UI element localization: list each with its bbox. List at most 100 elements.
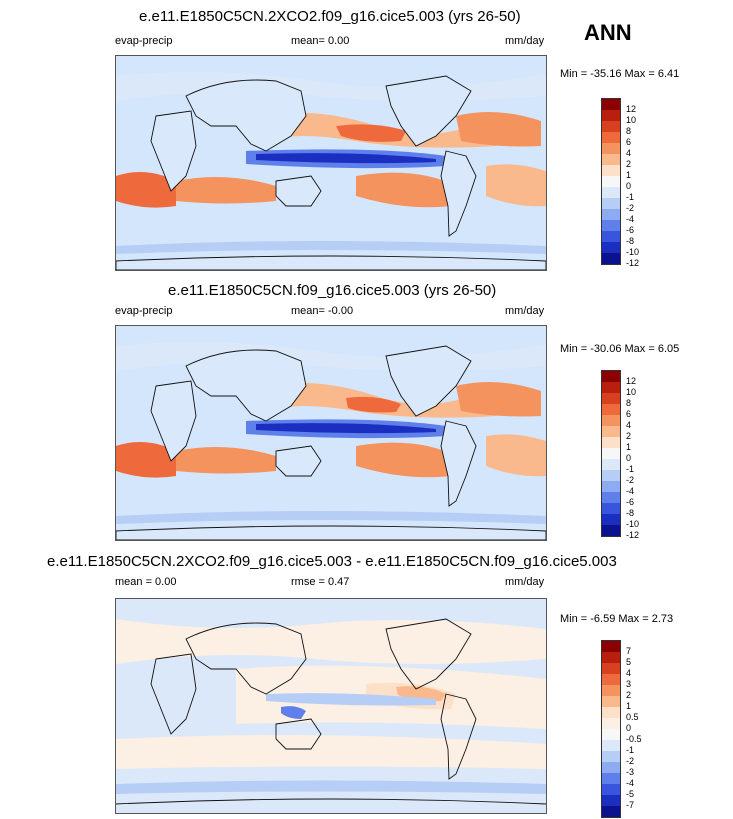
colorbar-tick-label: 4 [626, 668, 632, 678]
colorbar-swatch [602, 470, 620, 481]
colorbar-tick-label: 6 [626, 409, 632, 419]
colorbar-tick-label: 7 [626, 646, 632, 656]
colorbar-tick-label: 2 [626, 431, 632, 441]
colorbar-swatch [602, 674, 620, 685]
colorbar-tick-label: 0.5 [626, 712, 639, 722]
colorbar-tick-label: -3 [626, 767, 635, 777]
colorbar-swatch [602, 641, 620, 652]
colorbar-swatch [602, 685, 620, 696]
colorbar-swatch [602, 795, 620, 806]
colorbar-swatch [602, 525, 620, 536]
colorbar-tick-label: 1 [626, 170, 632, 180]
colorbar-tick-label: -6 [626, 497, 635, 507]
colorbar-tick-label: -0.5 [626, 734, 642, 744]
panel-1-coastlines [116, 75, 546, 270]
colorbar-swatch [602, 784, 620, 795]
colorbar-tick-label: -2 [626, 203, 635, 213]
colorbar-tick-label: 5 [626, 657, 632, 667]
panel-1-mean-label: mean= 0.00 [291, 35, 350, 47]
panel-1-colorbar [601, 98, 621, 265]
colorbar-swatch [602, 751, 620, 762]
panel-3-title: e.e11.E1850C5CN.2XCO2.f09_g16.cice5.003 … [47, 553, 617, 570]
colorbar-swatch [602, 209, 620, 220]
colorbar-swatch [602, 426, 620, 437]
colorbar-swatch [602, 514, 620, 525]
colorbar-swatch [602, 231, 620, 242]
colorbar-swatch [602, 707, 620, 718]
colorbar-tick-label: 12 [626, 376, 637, 386]
panel-2-title: e.e11.E1850C5CN.f09_g16.cice5.003 (yrs 2… [168, 282, 497, 299]
panel-2-colorbar [601, 370, 621, 537]
colorbar-tick-label: 0 [626, 453, 632, 463]
colorbar-tick-label: -10 [626, 519, 640, 529]
season-label: ANN [584, 20, 632, 45]
colorbar-swatch [602, 110, 620, 121]
panel-1-variable-label: evap-precip [115, 35, 173, 47]
colorbar-tick-label: -2 [626, 475, 635, 485]
colorbar-swatch [602, 99, 620, 110]
panel-2-units-label: mm/day [505, 305, 545, 317]
colorbar-swatch [602, 198, 620, 209]
colorbar-tick-label: -4 [626, 778, 635, 788]
colorbar-swatch [602, 696, 620, 707]
colorbar-tick-label: -12 [626, 258, 640, 268]
colorbar-tick-label: 0 [626, 181, 632, 191]
colorbar-tick-label: 4 [626, 420, 632, 430]
colorbar-swatch [602, 143, 620, 154]
colorbar-swatch [602, 729, 620, 740]
colorbar-swatch [602, 448, 620, 459]
colorbar-tick-label: -7 [626, 800, 635, 810]
colorbar-swatch [602, 176, 620, 187]
colorbar-swatch [602, 740, 620, 751]
colorbar-swatch [602, 393, 620, 404]
panel-3-map [115, 598, 547, 814]
colorbar-swatch [602, 132, 620, 143]
colorbar-swatch [602, 718, 620, 729]
panel-3-units-label: mm/day [505, 576, 545, 588]
colorbar-tick-label: 6 [626, 137, 632, 147]
colorbar-swatch [602, 663, 620, 674]
colorbar-swatch [602, 503, 620, 514]
colorbar-swatch [602, 492, 620, 503]
colorbar-tick-label: 4 [626, 148, 632, 158]
panel-3-rmse-label: rmse = 0.47 [291, 576, 350, 588]
panel-3-mean-label: mean = 0.00 [115, 576, 177, 588]
colorbar-tick-label: 2 [626, 690, 632, 700]
colorbar-tick-label: 10 [626, 115, 637, 125]
colorbar-swatch [602, 371, 620, 382]
panel-3-minmax: Min = -6.59 Max = 2.73 [560, 613, 674, 625]
panel-1-contours [116, 56, 546, 270]
colorbar-tick-label: -5 [626, 789, 635, 799]
panel-2-map [115, 325, 547, 541]
colorbar-swatch [602, 220, 620, 231]
colorbar-tick-label: -1 [626, 745, 635, 755]
colorbar-tick-label: -2 [626, 756, 635, 766]
colorbar-tick-label: -8 [626, 508, 635, 518]
colorbar-swatch [602, 253, 620, 264]
colorbar-tick-label: 2 [626, 159, 632, 169]
colorbar-tick-label: 1 [626, 442, 632, 452]
colorbar-tick-label: 8 [626, 398, 632, 408]
colorbar-swatch [602, 652, 620, 663]
colorbar-tick-label: 12 [626, 104, 637, 114]
colorbar-tick-label: -12 [626, 530, 640, 540]
panel-2-variable-label: evap-precip [115, 305, 173, 317]
panel-3-coastlines [116, 618, 546, 805]
colorbar-tick-label: 8 [626, 126, 632, 136]
colorbar-tick-label: -10 [626, 247, 640, 257]
panel-3-contours [116, 599, 546, 813]
colorbar-swatch [602, 773, 620, 784]
colorbar-tick-label: 1 [626, 701, 632, 711]
panel-1-map [115, 55, 547, 271]
colorbar-tick-label: -1 [626, 192, 635, 202]
colorbar-tick-label: -8 [626, 236, 635, 246]
colorbar-swatch [602, 121, 620, 132]
colorbar-tick-label: 3 [626, 679, 632, 689]
panel-2-mean-label: mean= -0.00 [291, 305, 354, 317]
panel-1-units-label: mm/day [505, 35, 545, 47]
panel-1-title: e.e11.E1850C5CN.2XCO2.f09_g16.cice5.003 … [139, 8, 521, 25]
colorbar-tick-label: 10 [626, 387, 637, 397]
colorbar-tick-label: -6 [626, 225, 635, 235]
colorbar-tick-label: -1 [626, 464, 635, 474]
colorbar-swatch [602, 242, 620, 253]
